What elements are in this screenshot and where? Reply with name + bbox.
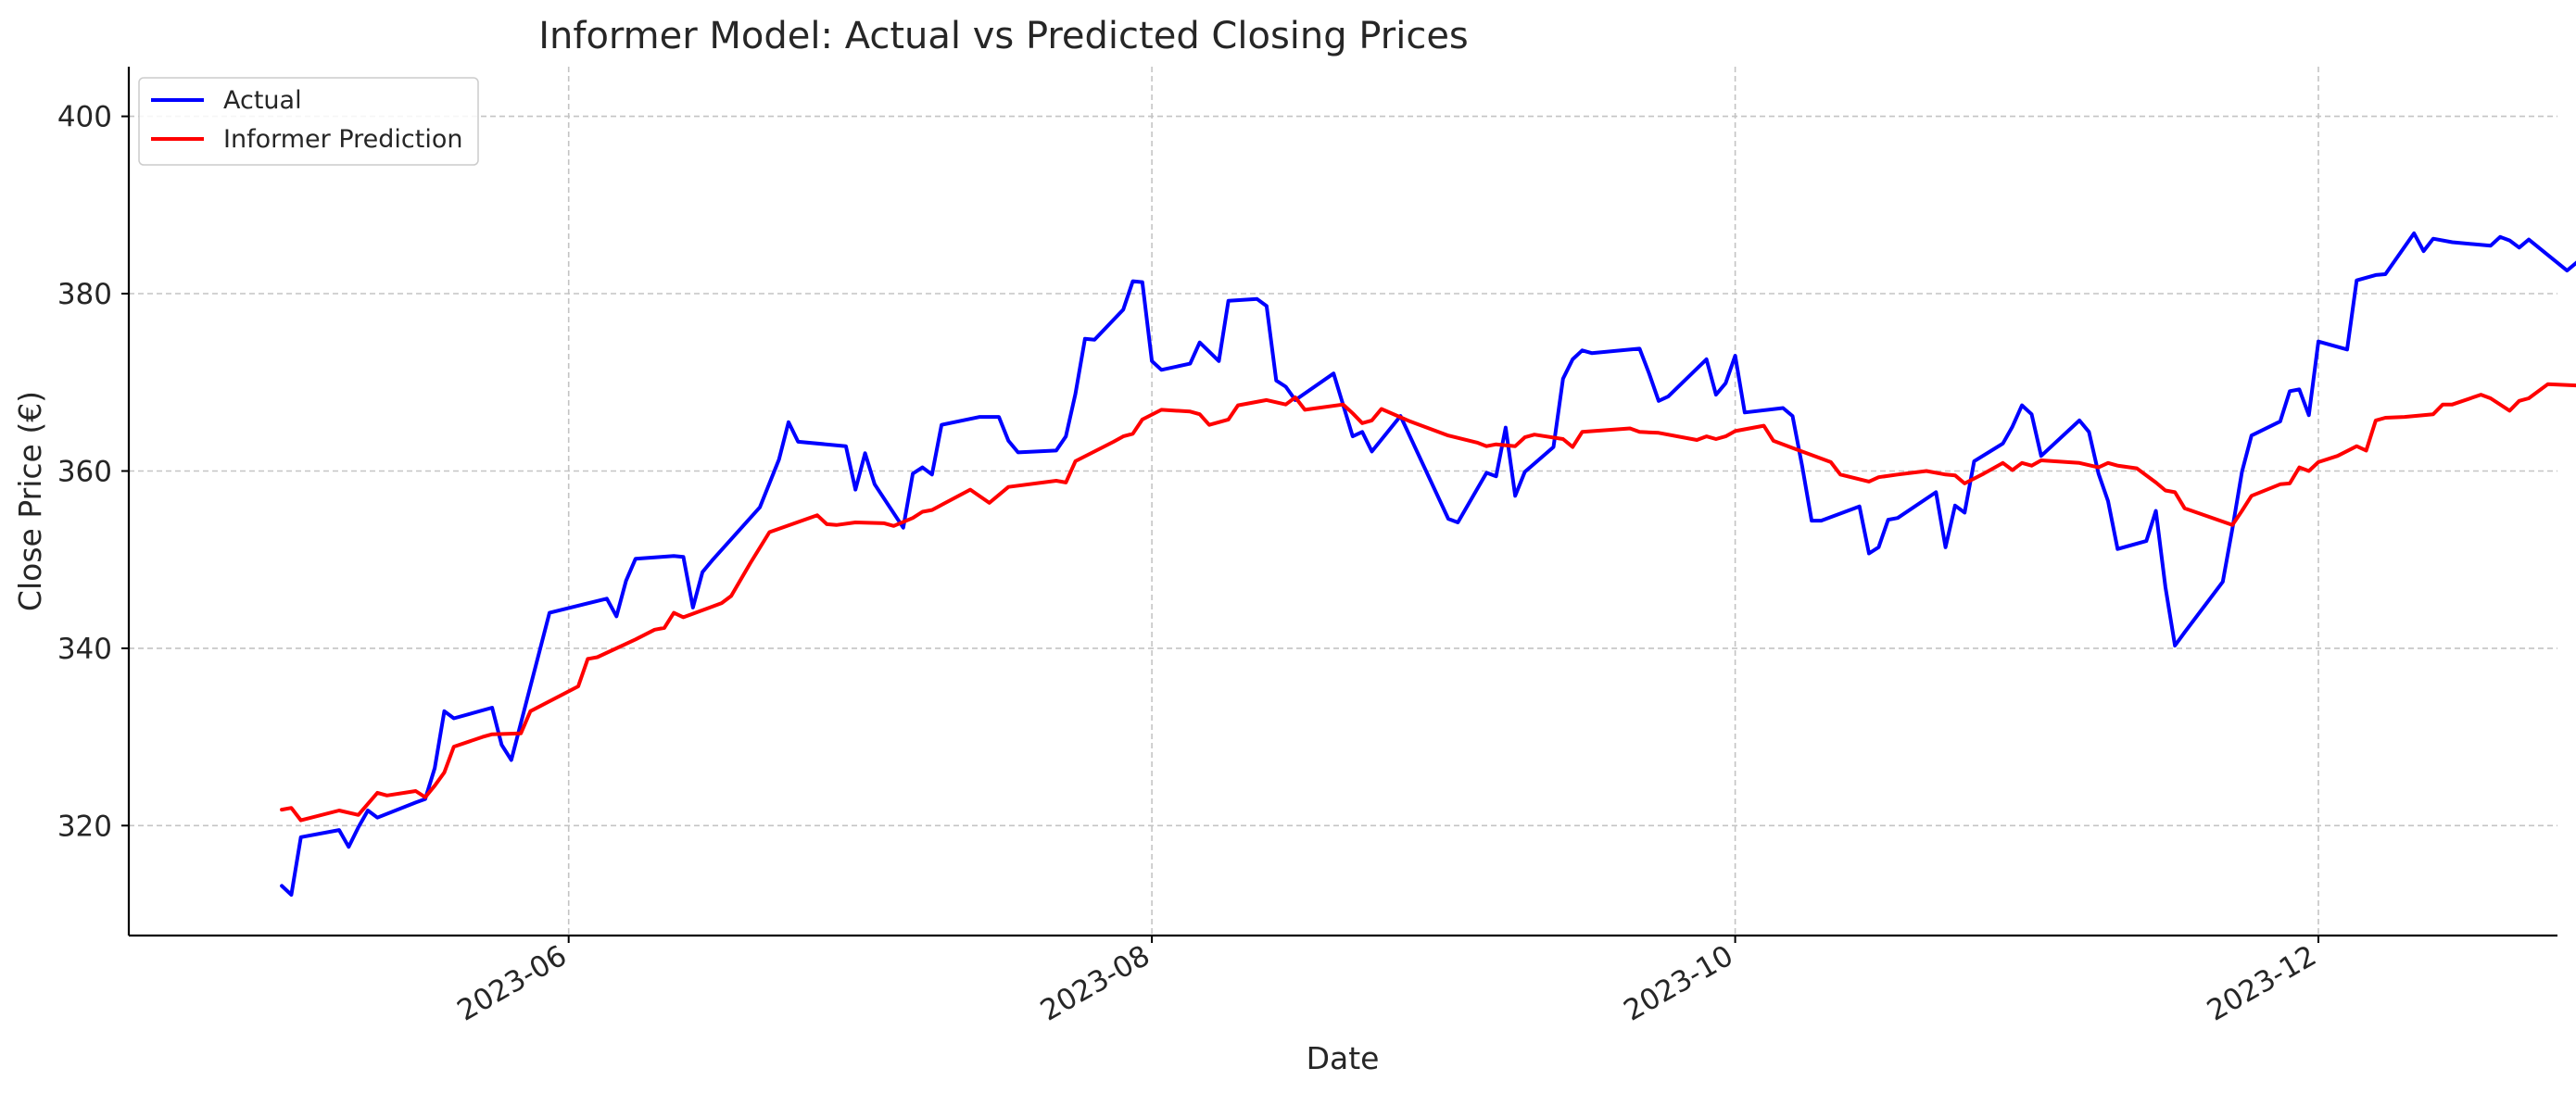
- y-tick-label: 380: [57, 278, 112, 311]
- y-tick-label: 360: [57, 456, 112, 489]
- series-layer: [280, 231, 2576, 897]
- legend: Actual Informer Prediction: [138, 77, 479, 166]
- x-axis-ticks: 2023-06 2023-08 2023-10 2023-12: [452, 936, 2322, 1028]
- x-tick-label: 2023-06: [452, 939, 573, 1028]
- x-tick-label: 2023-10: [1618, 939, 1738, 1028]
- x-tick-label: 2023-12: [2202, 939, 2322, 1028]
- series-line-informer-prediction: [280, 382, 2576, 823]
- legend-box: [138, 77, 479, 166]
- y-tick-label: 320: [57, 810, 112, 843]
- y-tick-label: 400: [57, 101, 112, 134]
- series-line-actual: [280, 231, 2576, 897]
- y-axis-ticks: 320 340 360 380 400: [57, 101, 129, 843]
- legend-label-actual: Actual: [223, 86, 302, 115]
- x-tick-label: 2023-08: [1035, 939, 1155, 1028]
- y-axis-label: Close Price (€): [12, 391, 48, 611]
- legend-label-informer-prediction: Informer Prediction: [223, 125, 462, 154]
- grid-lines: [129, 67, 2557, 936]
- x-axis-label: Date: [1307, 1040, 1380, 1076]
- chart-title: Informer Model: Actual vs Predicted Clos…: [538, 15, 1469, 57]
- axes-spines: [127, 67, 2557, 937]
- y-tick-label: 340: [57, 633, 112, 666]
